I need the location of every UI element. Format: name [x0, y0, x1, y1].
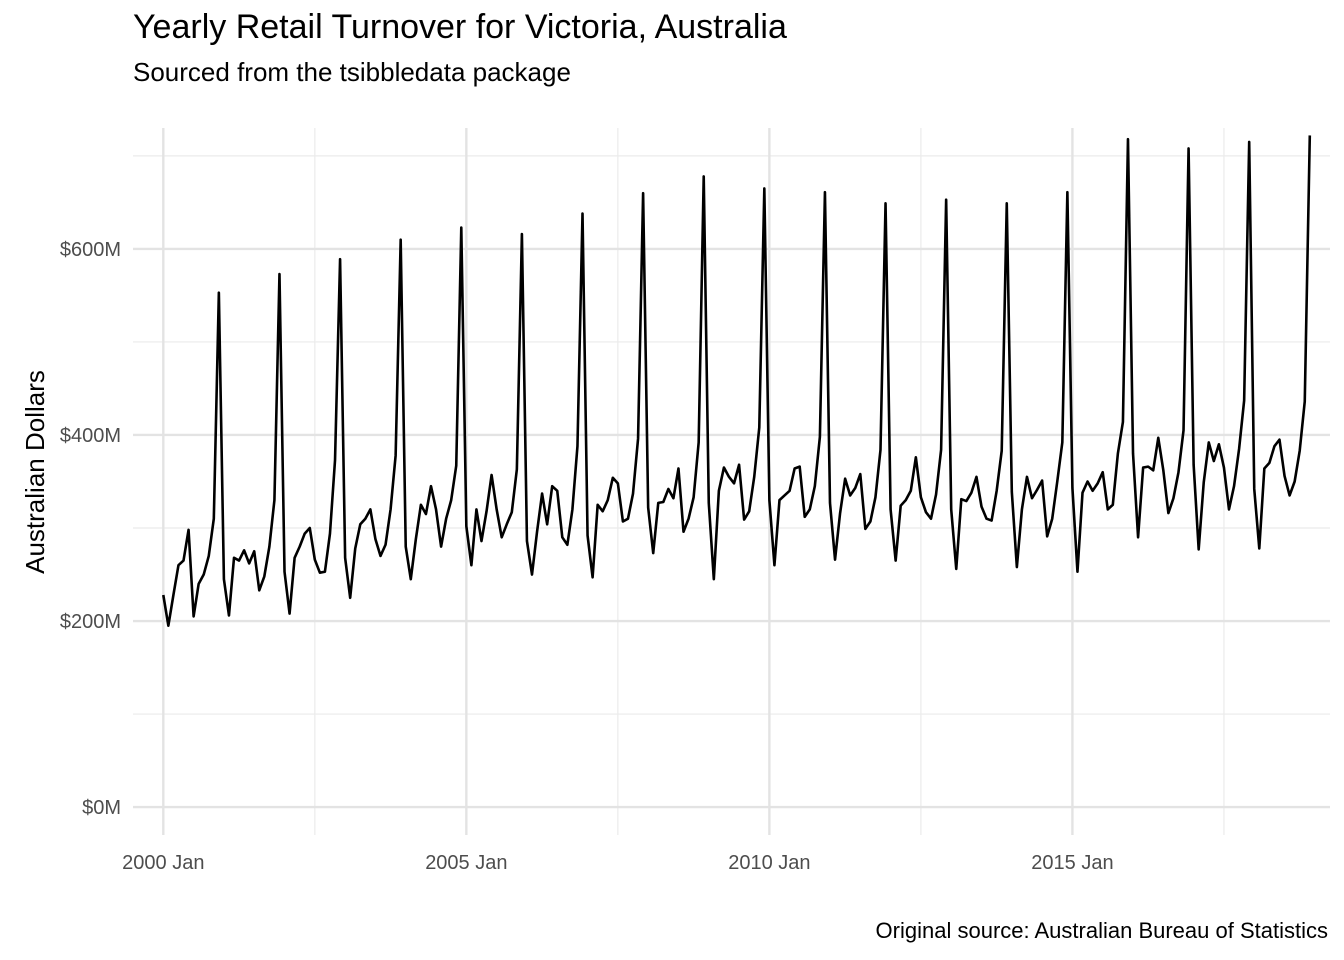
minor-gridlines: [133, 128, 1330, 835]
y-axis-ticks: $0M $200M $400M $600M: [60, 239, 121, 819]
x-tick-label: 2010 Jan: [728, 852, 810, 874]
x-tick-label: 2000 Jan: [122, 852, 204, 874]
y-tick-label: $200M: [60, 611, 121, 633]
x-tick-label: 2005 Jan: [425, 852, 507, 874]
chart-caption: Original source: Australian Bureau of St…: [875, 918, 1328, 943]
x-tick-label: 2015 Jan: [1031, 852, 1113, 874]
series-line: [162, 135, 1312, 627]
chart-title: Yearly Retail Turnover for Victoria, Aus…: [133, 8, 787, 46]
y-tick-label: $0M: [82, 797, 121, 819]
y-axis-label: Australian Dollars: [20, 370, 50, 574]
y-tick-label: $400M: [60, 425, 121, 447]
y-tick-label: $600M: [60, 239, 121, 261]
x-axis-ticks: 2000 Jan 2005 Jan 2010 Jan 2015 Jan: [122, 852, 1113, 874]
chart-subtitle: Sourced from the tsibbledata package: [133, 57, 571, 87]
